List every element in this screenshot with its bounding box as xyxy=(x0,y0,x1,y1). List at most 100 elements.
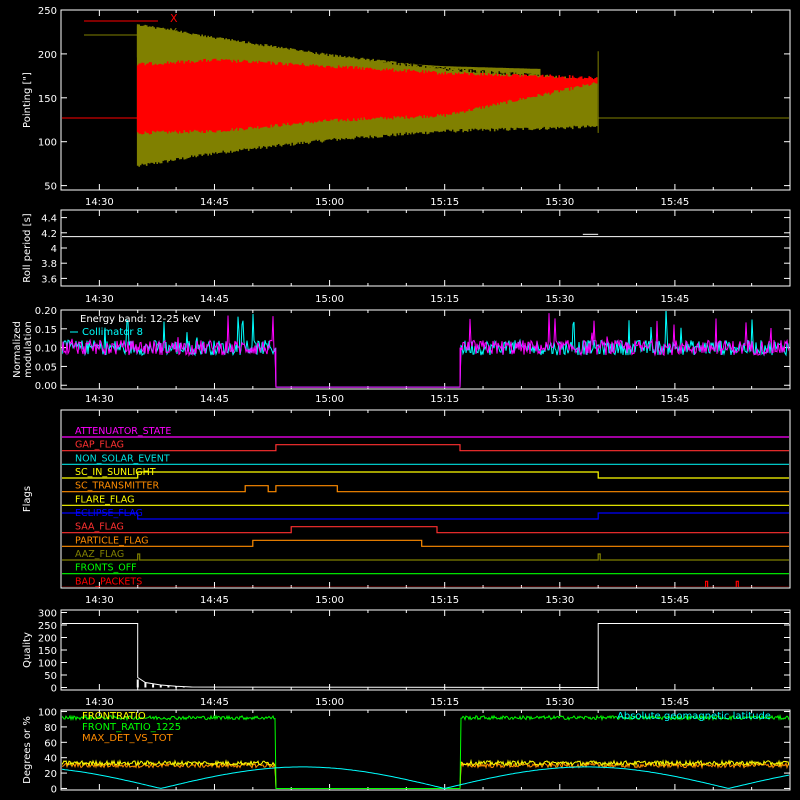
series-x-oscillation xyxy=(136,58,598,135)
y-tick-label: 0 xyxy=(51,684,57,695)
y-tick-label: 20 xyxy=(44,769,57,780)
y-axis-label: Pointing ["] xyxy=(22,72,33,128)
legend-label-frontratio: FRONTRATIO xyxy=(82,711,146,722)
x-tick-label: 15:45 xyxy=(660,294,689,305)
flag-label: AAZ_FLAG xyxy=(75,549,124,560)
x-tick-label: 15:00 xyxy=(315,595,344,606)
y-tick-label: 0.15 xyxy=(35,325,57,336)
plot-area xyxy=(62,24,789,167)
legend-label-x: X xyxy=(170,12,178,25)
flag-label: FLARE_FLAG xyxy=(75,494,135,505)
x-tick-label: 15:45 xyxy=(660,394,689,405)
x-tick-label: 14:45 xyxy=(200,595,229,606)
y-tick-label: 60 xyxy=(44,738,57,749)
y-tick-label: 200 xyxy=(38,50,57,61)
y-tick-label: 300 xyxy=(38,609,57,620)
flag-label: BAD_PACKETS xyxy=(75,576,142,587)
x-tick-label: 15:00 xyxy=(315,197,344,208)
y-tick-label: 0.10 xyxy=(35,344,57,355)
plot-frame xyxy=(60,309,791,390)
x-tick-label: 15:00 xyxy=(315,697,344,708)
x-tick-label: 15:30 xyxy=(545,197,574,208)
energy-band-annotation: Energy band: 12-25 keV xyxy=(80,314,201,325)
x-tick-label: 15:15 xyxy=(430,197,459,208)
flag-line xyxy=(62,539,789,547)
flag-line xyxy=(62,553,789,561)
ratio-series xyxy=(62,714,789,789)
x-tick-label: 15:30 xyxy=(545,697,574,708)
x-tick-label: 14:30 xyxy=(85,394,114,405)
panel-roll-period: 14:30 14:45 15:00 15:15 15:30 15:45 3.6 3.8 4 4.2… xyxy=(22,209,791,305)
flag-line xyxy=(62,512,789,520)
panel-ratios: 0 20 40 60 80 100 Degrees or % FRONTRATIOFRONT_… xyxy=(22,708,791,795)
plot-frame xyxy=(60,609,791,691)
series-y-oscillation-upper xyxy=(136,24,541,76)
x-tick-label: 15:15 xyxy=(430,697,459,708)
y-tick-label: 50 xyxy=(44,182,57,193)
x-tick-label: 14:45 xyxy=(200,697,229,708)
y-tick-label: 0.05 xyxy=(35,362,57,373)
legend-label-y: Y xyxy=(169,26,177,39)
ratio-series xyxy=(62,761,789,789)
x-tick-label: 14:45 xyxy=(200,294,229,305)
legend-label-latitude: Absolute geomagnetic latitude xyxy=(617,711,771,722)
legend-label-front-ratio-1225: FRONT_RATIO_1225 xyxy=(82,722,181,733)
y-tick-label: 40 xyxy=(44,754,57,765)
y-tick-label: 50 xyxy=(44,671,57,682)
x-tick-label: 15:00 xyxy=(315,294,344,305)
flag-label: NON_SOLAR_EVENT xyxy=(75,453,170,464)
flag-label: SC_TRANSMITTER xyxy=(75,481,160,492)
y-tick-label: 0.20 xyxy=(35,306,57,317)
y-tick-label: 4.4 xyxy=(41,214,57,225)
y-tick-label: 4 xyxy=(51,244,57,255)
x-tick-label: 15:15 xyxy=(430,595,459,606)
plot-area xyxy=(62,714,789,789)
x-tick-label: 15:15 xyxy=(430,294,459,305)
x-tick-label: 14:30 xyxy=(85,595,114,606)
panel-quality: 14:30 14:45 15:00 15:15 15:30 15:450501001502… xyxy=(22,609,791,708)
y-axis-label: Roll period [s] xyxy=(22,213,33,282)
plot-frame xyxy=(60,409,791,589)
y-tick-label: 3.8 xyxy=(41,259,57,270)
flag-line xyxy=(62,471,789,479)
x-tick-label: 15:45 xyxy=(660,595,689,606)
flag-line xyxy=(62,580,789,587)
flag-line xyxy=(62,444,789,452)
y-tick-label: 100 xyxy=(38,659,57,670)
y-tick-label: 150 xyxy=(38,94,57,105)
y-axis-label: Degrees or % xyxy=(22,716,33,784)
y-tick-label: 250 xyxy=(38,6,57,17)
y-axis-label: Normalized xyxy=(12,321,23,378)
x-tick-label: 15:30 xyxy=(545,394,574,405)
y-axis-label: Quality xyxy=(22,632,33,668)
x-tick-label: 15:00 xyxy=(315,394,344,405)
geomagnetic-latitude-series xyxy=(62,766,789,789)
x-tick-label: 14:45 xyxy=(200,394,229,405)
flag-label: FRONTS_OFF xyxy=(75,563,137,574)
panel-pointing: 14:30 14:45 15:00 15:15 15:30 15:45 50 100 150 20… xyxy=(22,6,791,208)
flag-label: SC_IN_SUNLIGHT xyxy=(75,467,156,478)
y-axis-label: Flags xyxy=(22,486,33,512)
x-tick-label: 15:15 xyxy=(430,394,459,405)
plot-area xyxy=(62,436,789,587)
legend-label-collimator: Collimator 8 xyxy=(82,327,143,338)
quality-series xyxy=(62,623,789,689)
x-tick-label: 15:45 xyxy=(660,697,689,708)
x-tick-label: 14:30 xyxy=(85,197,114,208)
plot-area xyxy=(62,623,789,689)
y-tick-label: 3.6 xyxy=(41,274,57,285)
plot-frame xyxy=(60,209,791,287)
flag-line xyxy=(62,526,789,534)
y-tick-label: 150 xyxy=(38,646,57,657)
x-tick-label: 14:45 xyxy=(200,197,229,208)
y-tick-label: 0 xyxy=(51,784,57,795)
panel-modulation: 14:30 14:45 15:00 15:15 15:30 15:45 0.00 0.05 0.… xyxy=(12,306,791,405)
plot-frame xyxy=(60,709,791,791)
flag-label: SAA_FLAG xyxy=(75,522,124,533)
plot-area xyxy=(62,233,789,238)
legend-label-max-det: MAX_DET_VS_TOT xyxy=(82,733,174,744)
y-tick-label: 4.2 xyxy=(41,229,57,240)
x-tick-label: 15:30 xyxy=(545,595,574,606)
modulation-series-second xyxy=(62,313,789,388)
